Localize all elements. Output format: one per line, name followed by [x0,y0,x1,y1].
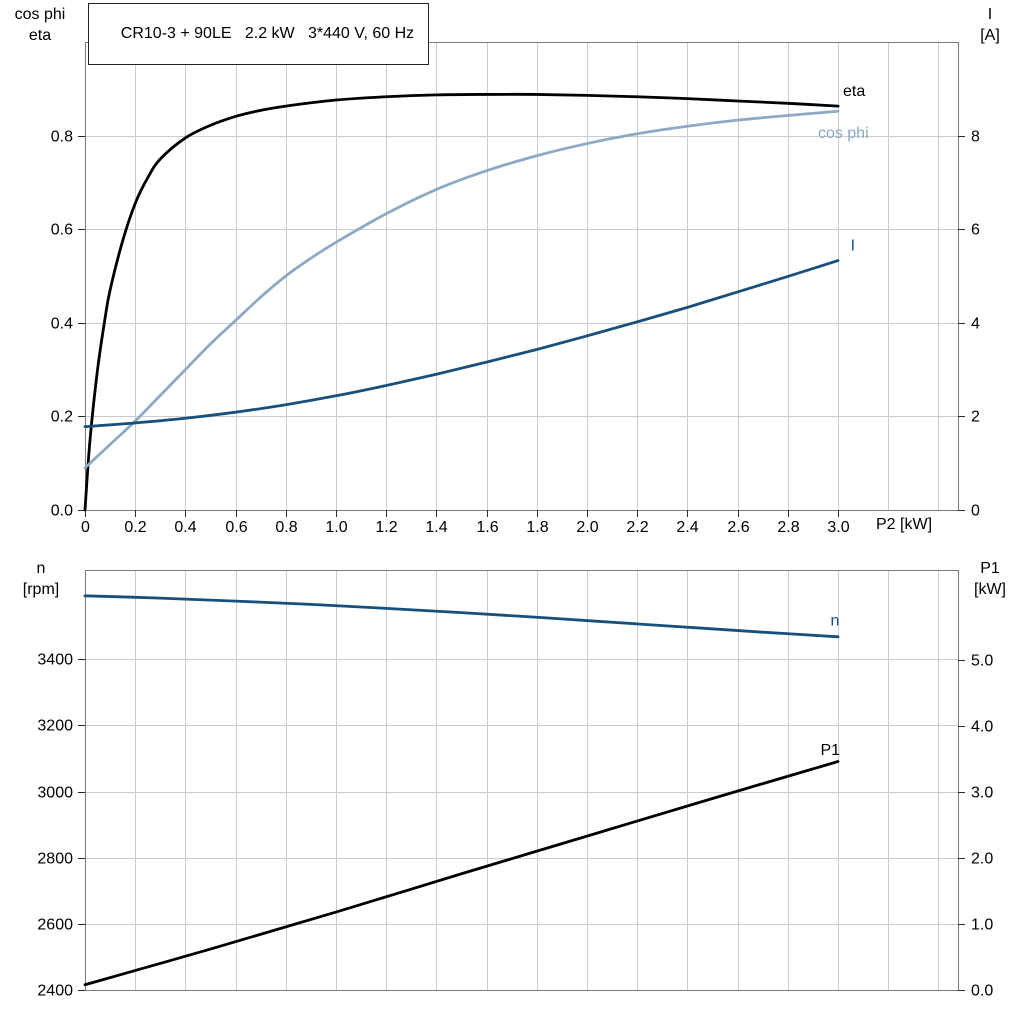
y-tick-label-right: 5.0 [971,653,993,670]
axis-title-p1: P1 [980,560,1000,577]
x-tick-label: 0.4 [174,519,196,536]
axis-title-current-unit: [A] [980,27,1000,44]
y-tick-label-left: 3200 [37,718,73,735]
plot-frame [85,42,959,511]
x-tick-label: 1.4 [425,519,447,536]
x-tick-label: 2.2 [626,519,648,536]
series-eta-line [83,92,840,512]
chart-title-box: CR10-3 + 90LE 2.2 kW 3*440 V, 60 Hz [88,3,430,65]
x-tick-label: 1.2 [375,519,397,536]
curve-label-n: n [830,613,839,630]
tick-marks [78,136,965,517]
top-right-axis-title: I [A] [962,4,1018,46]
curve-label-eta: eta [843,83,865,100]
x-tick-label: 2.0 [576,519,598,536]
y-tick-label-right: 4 [971,316,980,333]
x-tick-label: 2.4 [676,519,698,536]
x-tick-label: 2.8 [777,519,799,536]
x-tick-label: 0.8 [275,519,297,536]
x-tick-label: 1.6 [476,519,498,536]
x-tick-label: 1.0 [325,519,347,536]
y-tick-label-left: 3400 [37,652,73,669]
x-tick-label: 0 [81,519,90,536]
curve-label-i: I [851,237,855,254]
gridlines [85,570,958,990]
y-tick-label-left: 0.4 [51,316,73,333]
y-tick-label-left: 0.0 [51,503,73,520]
x-tick-label: 3.0 [827,519,849,536]
y-tick-label-right: 0 [971,503,980,520]
y-tick-label-left: 0.8 [51,129,73,146]
curve-label-p1: P1 [820,742,840,759]
top-chart-canvas: 0.0 0.2 0.4 0.6 0.8 0 2 4 6 8 0 0.2 0.4 0.6 0.8 1.0 1.2 1… [51,42,980,537]
y-tick-label-right: 8 [971,129,980,146]
y-tick-label-right: 6 [971,222,980,239]
tick-labels: 2400 2600 2800 3000 3200 3400 0.0 1.0 2.0 3.0 4.0 5… [37,652,993,1000]
series-n-line [83,594,840,639]
plot-frame [85,570,959,991]
axis-title-cos-phi: cos phi [14,6,66,23]
y-tick-label-right: 1.0 [971,917,993,934]
axis-title-speed: n [36,560,46,577]
axis-title-speed-unit: [rpm] [22,581,60,598]
y-tick-label-left: 2600 [37,917,73,934]
top-left-axis-title: cos phi eta [0,4,80,46]
y-tick-label-right: 3.0 [971,785,993,802]
bottom-chart-canvas: 2400 2600 2800 3000 3200 3400 0.0 1.0 2.0 3.0 4.0 5… [37,570,993,1000]
axis-title-p1-unit: [kW] [974,581,1006,598]
series-p1-line [83,760,840,987]
y-tick-label-left: 3000 [37,785,73,802]
tick-marks [78,659,965,991]
y-tick-label-right: 0.0 [971,983,993,1000]
chart-title: CR10-3 + 90LE 2.2 kW 3*440 V, 60 Hz [120,25,415,42]
y-tick-label-right: 4.0 [971,719,993,736]
x-tick-label: 0.6 [225,519,247,536]
axis-title-eta: eta [28,27,52,44]
y-tick-label-left: 2800 [37,851,73,868]
axis-title-current: I [987,6,993,23]
bottom-left-axis-title: n [rpm] [4,558,78,600]
curve-label-cos-phi: cos phi [818,125,869,142]
y-tick-label-right: 2.0 [971,851,993,868]
x-axis-title: P2 [kW] [876,516,933,533]
x-tick-label: 2.6 [727,519,749,536]
y-tick-label-right: 2 [971,409,980,426]
series-i-line [83,259,840,429]
bottom-right-axis-title: P1 [kW] [958,558,1022,600]
x-tick-label: 1.8 [526,519,548,536]
tick-labels: 0.0 0.2 0.4 0.6 0.8 0 2 4 6 8 0 0.2 0.4 0.6 0.8 1.0 1.2 1… [51,129,980,537]
x-tick-label: 0.2 [124,519,146,536]
y-tick-label-left: 2400 [37,983,73,1000]
y-tick-label-left: 0.2 [51,409,73,426]
y-tick-label-left: 0.6 [51,222,73,239]
series-cos-phi-line [83,109,840,470]
